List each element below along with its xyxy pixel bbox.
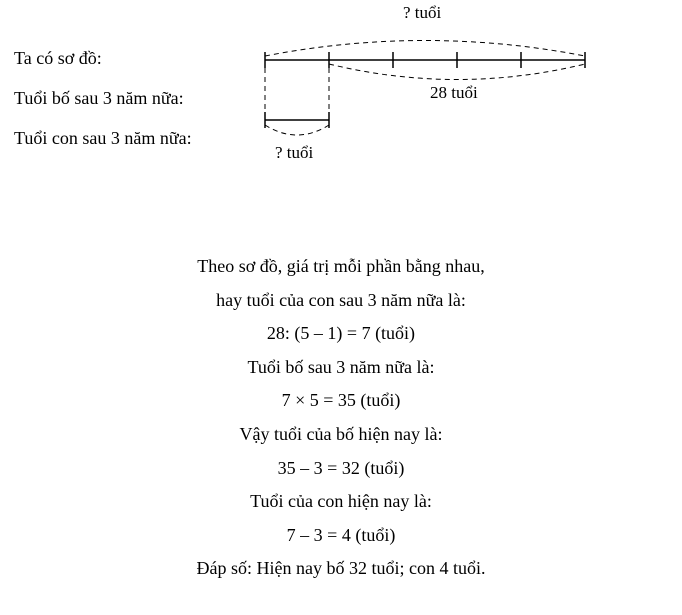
mid-28-label: 28 tuổi — [430, 83, 478, 103]
solution-line: Tuổi của con hiện nay là: — [0, 491, 682, 513]
intro-line-1: Ta có sơ đồ: — [14, 48, 102, 69]
bottom-question-label: ? tuổi — [275, 143, 313, 163]
top-question-label: ? tuổi — [403, 3, 441, 23]
solution-line: hay tuổi của con sau 3 năm nữa là: — [0, 290, 682, 312]
intro-line-2: Tuổi bố sau 3 năm nữa: — [14, 88, 184, 109]
solution-line: 35 – 3 = 32 (tuổi) — [0, 458, 682, 480]
solution-line: Tuổi bố sau 3 năm nữa là: — [0, 357, 682, 379]
solution-line: 7 × 5 = 35 (tuổi) — [0, 390, 682, 412]
solution-line: Vậy tuổi của bố hiện nay là: — [0, 424, 682, 446]
solution-line: 7 – 3 = 4 (tuổi) — [0, 525, 682, 547]
top-brace — [265, 41, 585, 57]
solution-line: Đáp số: Hiện nay bố 32 tuổi; con 4 tuổi. — [0, 558, 682, 580]
solution-block: Theo sơ đồ, giá trị mỗi phần bằng nhau, … — [0, 250, 682, 592]
bottom-brace — [265, 125, 329, 135]
solution-line: 28: (5 – 1) = 7 (tuổi) — [0, 323, 682, 345]
solution-line: Theo sơ đồ, giá trị mỗi phần bằng nhau, — [0, 256, 682, 278]
intro-line-3: Tuổi con sau 3 năm nữa: — [14, 128, 192, 149]
age-diagram: ? tuổi 28 tuổi ? tuổi — [235, 5, 615, 175]
